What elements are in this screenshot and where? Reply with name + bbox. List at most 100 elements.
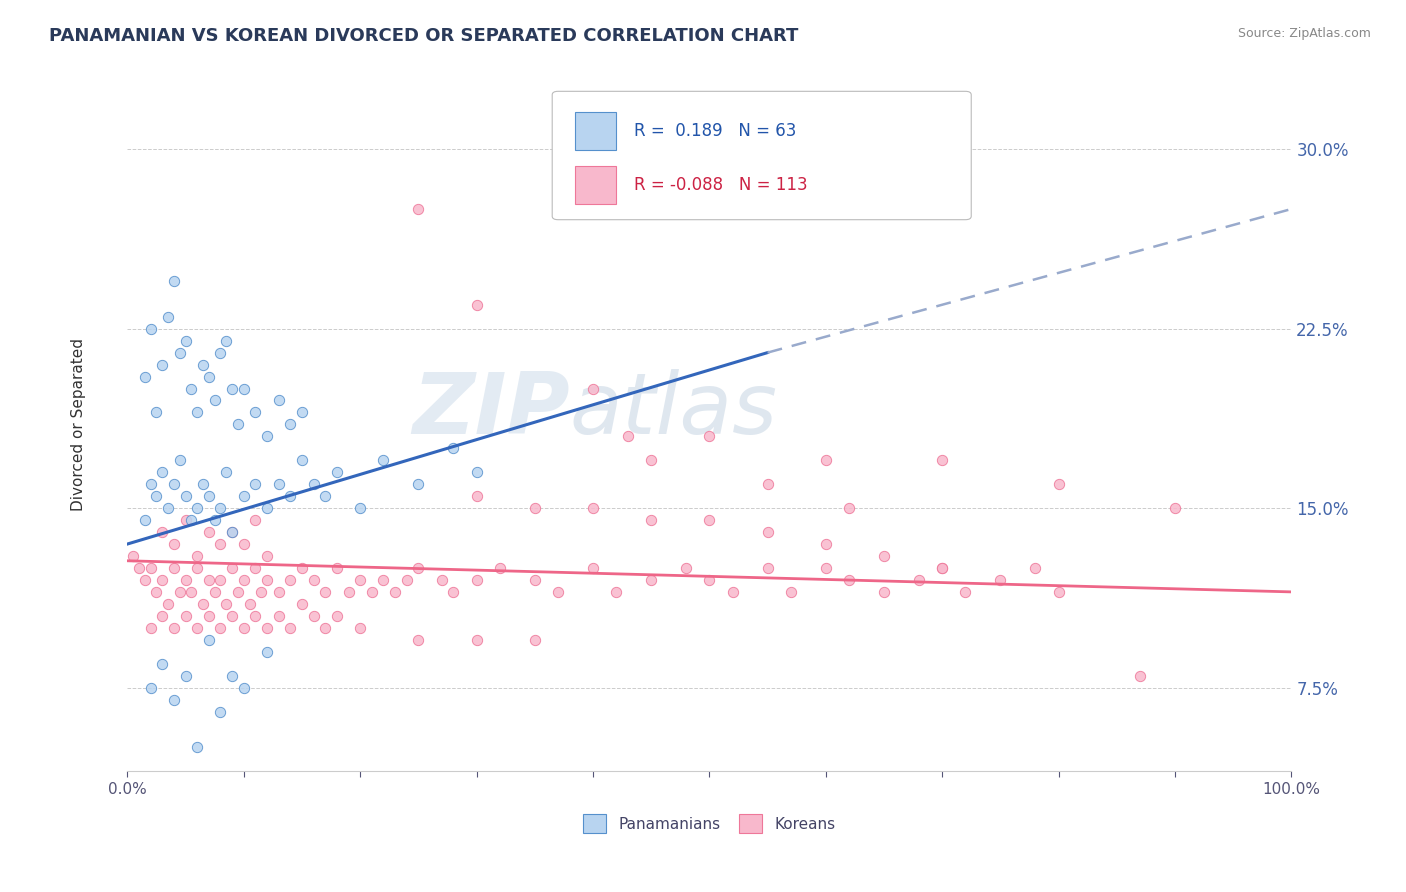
Point bbox=[873, 549, 896, 563]
Point bbox=[209, 537, 232, 551]
Point bbox=[441, 585, 464, 599]
Point bbox=[174, 489, 197, 503]
Point bbox=[1024, 561, 1046, 575]
Point bbox=[232, 537, 254, 551]
FancyBboxPatch shape bbox=[575, 112, 616, 150]
Point bbox=[408, 561, 430, 575]
Text: R = -0.088   N = 113: R = -0.088 N = 113 bbox=[634, 176, 807, 194]
Point bbox=[232, 621, 254, 635]
Point bbox=[191, 597, 214, 611]
Point bbox=[360, 585, 382, 599]
Point bbox=[605, 585, 627, 599]
Point bbox=[756, 524, 779, 539]
Point bbox=[1129, 668, 1152, 682]
Point bbox=[163, 477, 186, 491]
Point bbox=[291, 597, 314, 611]
Point bbox=[465, 632, 488, 647]
Point bbox=[256, 621, 278, 635]
Point bbox=[186, 405, 208, 419]
Point bbox=[163, 692, 186, 706]
Point bbox=[617, 429, 640, 443]
FancyBboxPatch shape bbox=[553, 91, 972, 219]
Point bbox=[291, 453, 314, 467]
Point bbox=[221, 524, 243, 539]
Point bbox=[640, 513, 662, 527]
Point bbox=[873, 585, 896, 599]
Point bbox=[163, 561, 186, 575]
Point bbox=[1047, 585, 1070, 599]
Point bbox=[582, 561, 605, 575]
Point bbox=[302, 477, 325, 491]
Point bbox=[756, 561, 779, 575]
Point bbox=[150, 657, 173, 671]
Point bbox=[699, 573, 721, 587]
Point bbox=[221, 382, 243, 396]
Point bbox=[721, 585, 744, 599]
Point bbox=[814, 561, 837, 575]
Point bbox=[245, 405, 267, 419]
Point bbox=[931, 453, 953, 467]
Point bbox=[465, 489, 488, 503]
Point bbox=[256, 573, 278, 587]
Point bbox=[221, 524, 243, 539]
Point bbox=[349, 621, 371, 635]
Point bbox=[150, 573, 173, 587]
Point bbox=[174, 334, 197, 348]
Point bbox=[180, 382, 202, 396]
Point bbox=[699, 513, 721, 527]
Point bbox=[267, 477, 290, 491]
Point bbox=[547, 585, 569, 599]
Point bbox=[523, 632, 546, 647]
Point bbox=[157, 501, 180, 516]
Point bbox=[278, 417, 301, 432]
Point bbox=[256, 549, 278, 563]
Point bbox=[209, 621, 232, 635]
Point bbox=[465, 298, 488, 312]
Point bbox=[186, 549, 208, 563]
Point bbox=[186, 501, 208, 516]
Point bbox=[245, 477, 267, 491]
Point bbox=[675, 561, 697, 575]
Point bbox=[221, 561, 243, 575]
Point bbox=[838, 501, 860, 516]
Point bbox=[256, 429, 278, 443]
Point bbox=[814, 537, 837, 551]
Point bbox=[314, 585, 336, 599]
Text: R =  0.189   N = 63: R = 0.189 N = 63 bbox=[634, 122, 796, 140]
Point bbox=[582, 382, 605, 396]
Point bbox=[157, 310, 180, 324]
Point bbox=[302, 608, 325, 623]
Point bbox=[349, 573, 371, 587]
Point bbox=[169, 345, 191, 359]
Point bbox=[174, 573, 197, 587]
Point bbox=[226, 417, 249, 432]
Point bbox=[221, 668, 243, 682]
Point bbox=[139, 561, 162, 575]
Point bbox=[931, 561, 953, 575]
Point bbox=[191, 358, 214, 372]
Point bbox=[150, 465, 173, 479]
Point bbox=[278, 621, 301, 635]
Point bbox=[169, 453, 191, 467]
Text: ZIP: ZIP bbox=[412, 369, 569, 452]
Point bbox=[139, 621, 162, 635]
Point bbox=[488, 561, 510, 575]
Point bbox=[640, 573, 662, 587]
Point bbox=[256, 645, 278, 659]
Point bbox=[465, 465, 488, 479]
Point bbox=[988, 573, 1011, 587]
Point bbox=[523, 573, 546, 587]
Point bbox=[232, 382, 254, 396]
Point bbox=[209, 705, 232, 719]
Point bbox=[384, 585, 406, 599]
Point bbox=[314, 489, 336, 503]
Point bbox=[128, 561, 150, 575]
Point bbox=[931, 561, 953, 575]
Point bbox=[838, 573, 860, 587]
Point bbox=[139, 477, 162, 491]
Point bbox=[198, 632, 221, 647]
Point bbox=[145, 585, 167, 599]
Point bbox=[209, 573, 232, 587]
Text: atlas: atlas bbox=[569, 369, 778, 452]
Point bbox=[174, 668, 197, 682]
